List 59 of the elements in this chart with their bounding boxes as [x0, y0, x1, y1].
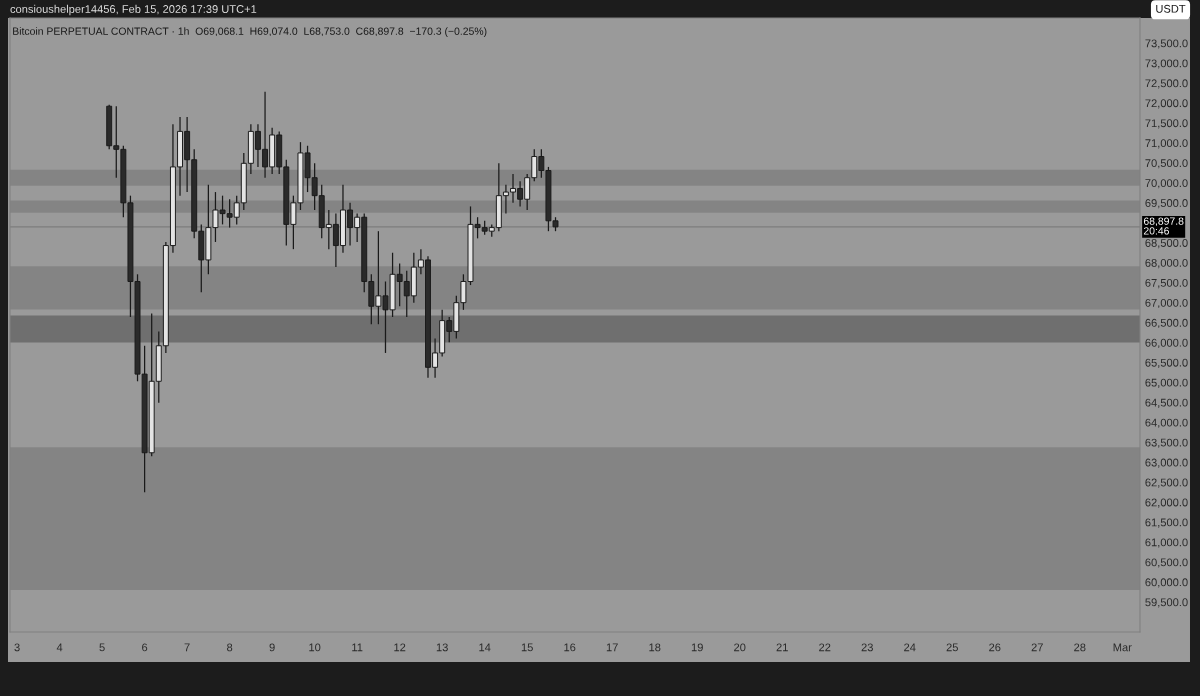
x-tick-label: 5 — [99, 643, 105, 652]
ref-line-label: 68,897.8 20:46 — [1143, 217, 1184, 235]
x-tick-label: 27 — [1031, 643, 1043, 652]
y-tick-label: 60,500.0 — [1145, 558, 1188, 568]
x-tick-label: 10 — [309, 643, 321, 652]
y-tick-label: 65,000.0 — [1145, 378, 1188, 388]
y-tick-label: 67,500.0 — [1145, 278, 1188, 289]
y-axis-title: USDT — [1156, 4, 1186, 13]
x-tick-label: 16 — [564, 643, 576, 652]
x-tick-label: 21 — [776, 643, 788, 652]
x-tick-label: 19 — [691, 643, 703, 652]
y-tick-label: 72,500.0 — [1145, 79, 1188, 89]
x-tick-label: 7 — [184, 643, 190, 652]
x-tick-label: 8 — [227, 643, 233, 652]
y-tick-label: 71,500.0 — [1145, 119, 1188, 129]
y-tick-label: 63,000.0 — [1145, 458, 1188, 468]
y-tick-label: 62,000.0 — [1145, 498, 1188, 508]
y-tick-label: 61,000.0 — [1145, 538, 1188, 548]
x-tick-label: 15 — [521, 643, 533, 652]
x-tick-label: 13 — [436, 643, 448, 652]
y-tick-label: 59,500.0 — [1145, 598, 1188, 608]
x-tick-label: 3 — [14, 643, 20, 652]
y-tick-label: 66,500.0 — [1145, 318, 1188, 329]
y-tick-label: 70,000.0 — [1145, 179, 1188, 189]
x-tick-label: 20 — [734, 643, 746, 652]
y-tick-label: 73,000.0 — [1145, 59, 1188, 69]
y-tick-label: 71,000.0 — [1145, 139, 1188, 149]
y-tick-label: 65,500.0 — [1145, 358, 1188, 368]
x-tick-label: Mar — [1113, 643, 1132, 652]
chart-title: consioushelper14456, Feb 15, 2026 17:39 UTC+1 — [10, 4, 257, 16]
x-tick-label: 17 — [606, 643, 618, 652]
y-tick-label: 62,500.0 — [1145, 478, 1188, 488]
x-tick-label: 4 — [56, 643, 63, 652]
x-tick-label: 11 — [352, 643, 363, 652]
x-tick-label: 22 — [819, 643, 831, 652]
x-tick-label: 25 — [946, 643, 958, 652]
text: Bitcoin PERPETUAL CONTRACT · 1h O69,068.1 H69,074.0 L68,753.0 C68,897.8 −170.3 (−0.25%) — [13, 27, 487, 37]
y-tick-label: 72,000.0 — [1145, 99, 1188, 109]
y-tick-label: 64,500.0 — [1145, 398, 1188, 408]
y-tick-label: 61,500.0 — [1145, 518, 1188, 528]
x-tick-label: 12 — [394, 643, 406, 652]
y-tick-label: 64,000.0 — [1145, 418, 1188, 428]
x-tick-label: 14 — [479, 643, 491, 652]
y-tick-label: 60,000.0 — [1145, 578, 1188, 588]
x-tick-label: 28 — [1074, 643, 1086, 652]
x-tick-label: 24 — [904, 643, 916, 652]
y-tick-label: 68,000.0 — [1145, 258, 1188, 269]
y-tick-label: 63,500.0 — [1145, 438, 1188, 448]
x-tick-label: 6 — [142, 643, 148, 652]
x-tick-label: 18 — [649, 643, 661, 652]
y-tick-label: 67,000.0 — [1145, 298, 1188, 309]
y-tick-label: 70,500.0 — [1145, 159, 1188, 169]
x-tick-label: 23 — [861, 643, 873, 652]
y-tick-label: 69,500.0 — [1145, 199, 1188, 209]
y-tick-label: 66,000.0 — [1145, 338, 1188, 349]
x-tick-label: 26 — [989, 643, 1001, 652]
y-tick-label: 68,500.0 — [1145, 239, 1188, 249]
x-tick-label: 9 — [269, 643, 275, 652]
y-tick-label: 73,500.0 — [1145, 39, 1188, 49]
